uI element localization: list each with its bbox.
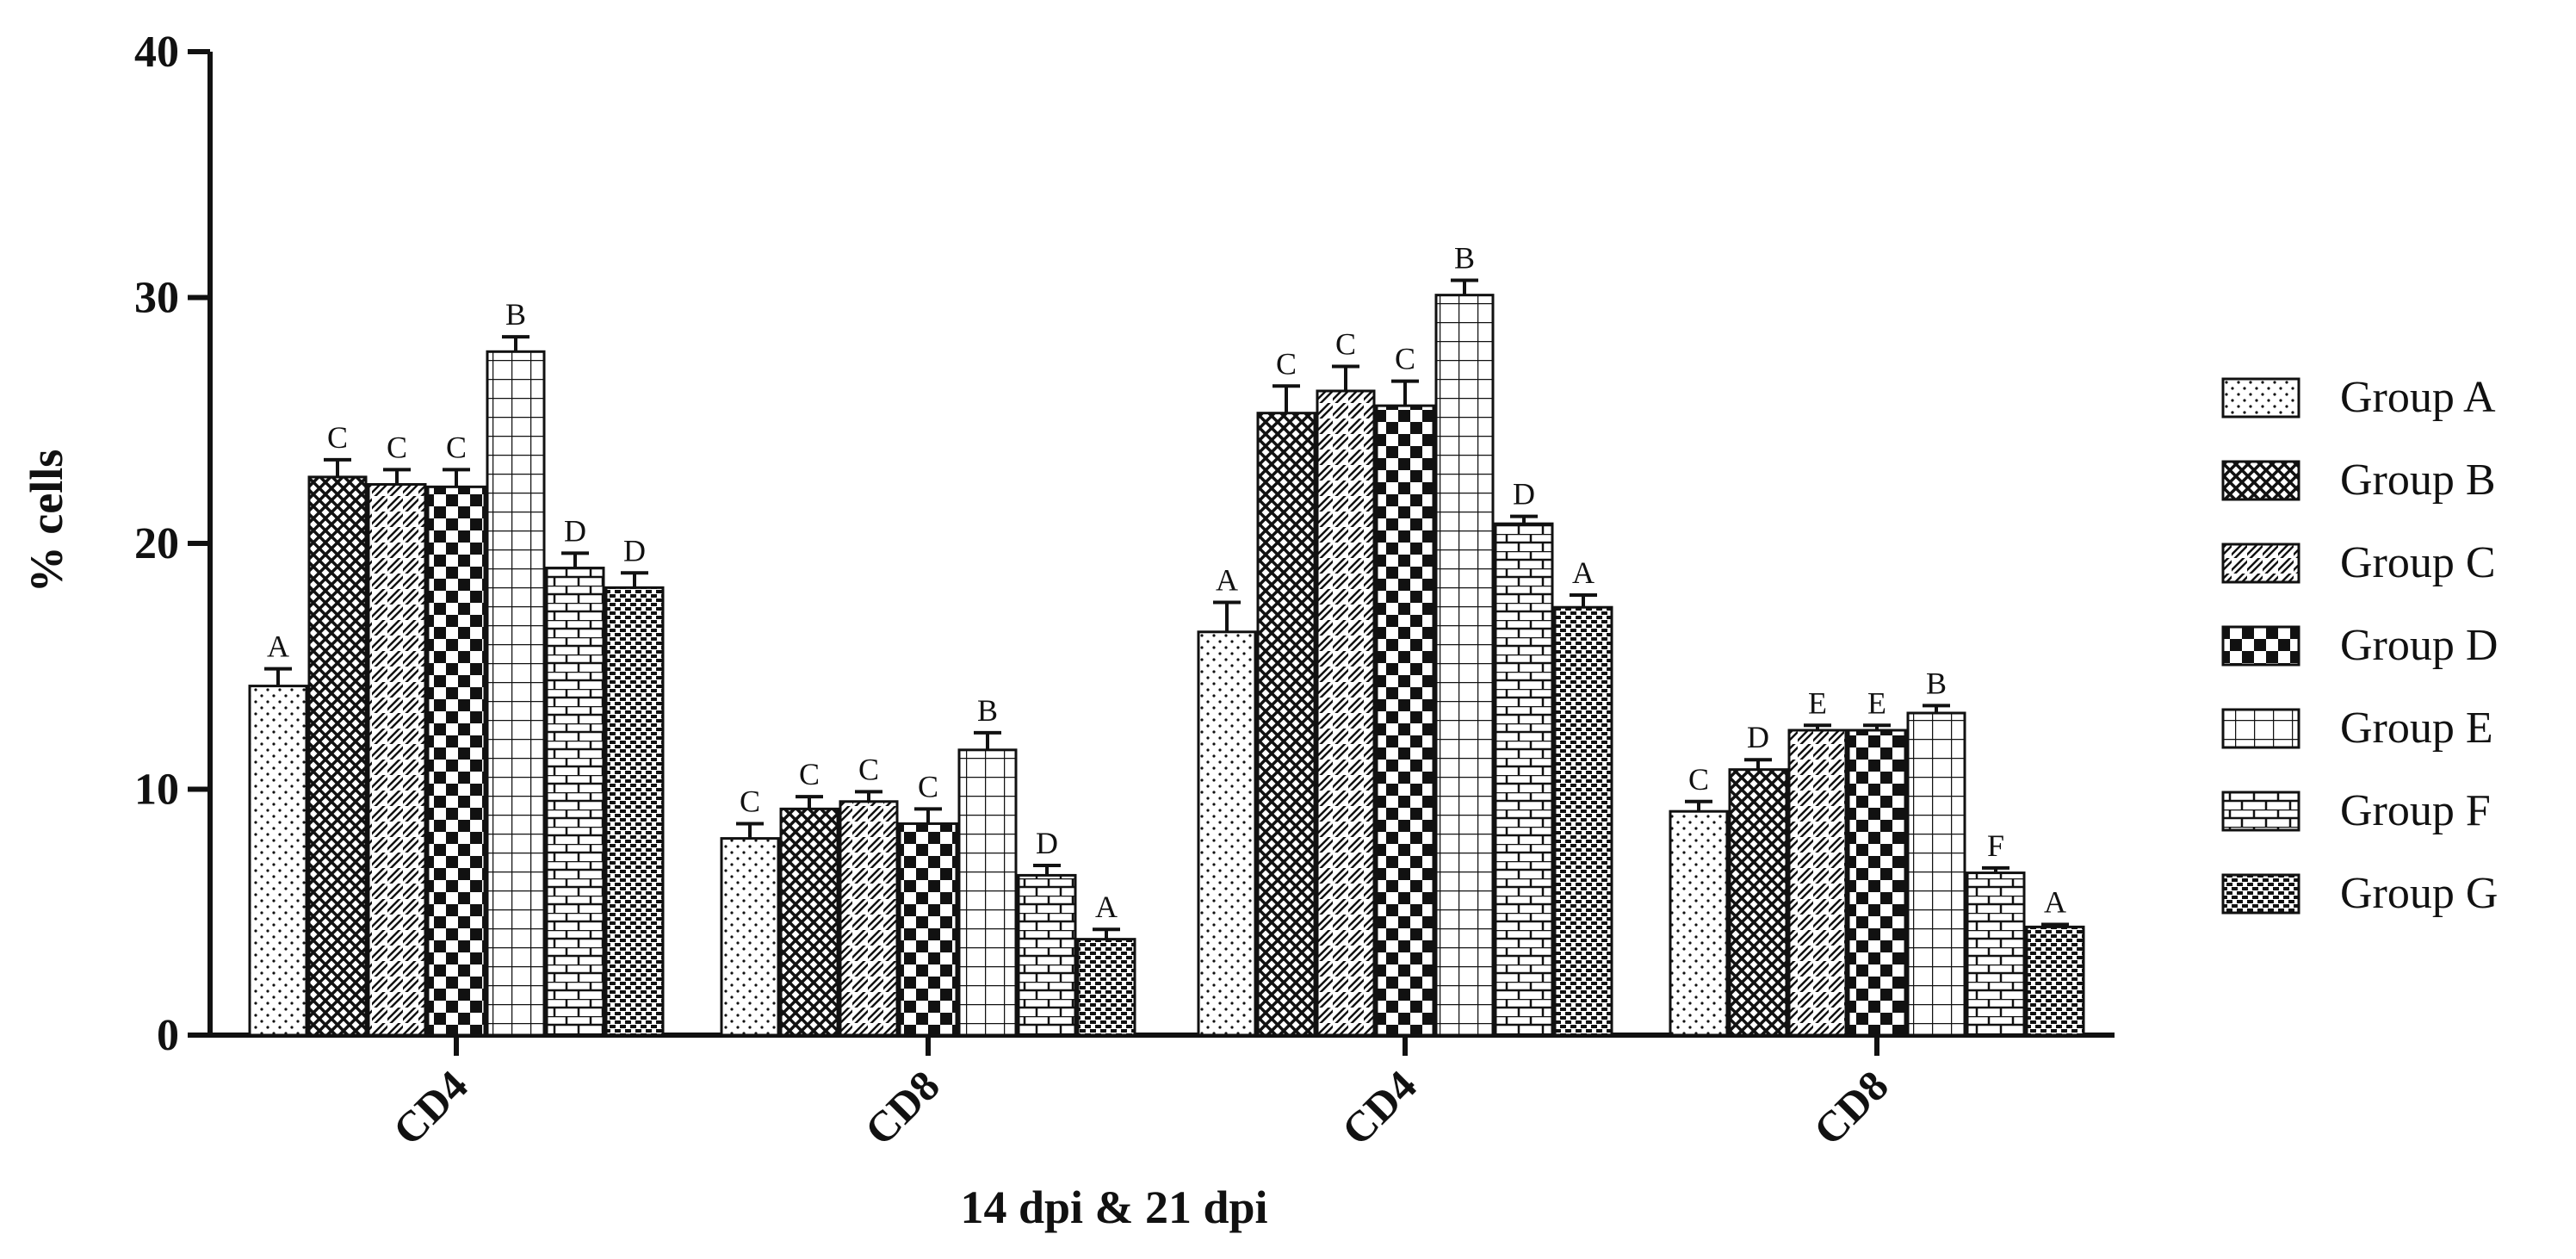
- x-tick-label: CD4: [383, 1061, 476, 1154]
- significance-letter: D: [564, 513, 586, 548]
- bar-group-b-cd4-0: [307, 475, 368, 1037]
- significance-letter: C: [1688, 762, 1709, 797]
- legend-label: Group D: [2340, 621, 2498, 670]
- significance-letter: B: [1926, 666, 1947, 700]
- significance-letter: B: [505, 297, 526, 332]
- x-axis-title: 14 dpi & 21 dpi: [960, 1181, 1267, 1233]
- significance-letter: B: [977, 693, 998, 728]
- significance-letter: C: [387, 430, 407, 464]
- significance-letter: E: [1808, 685, 1827, 720]
- bar-group-g-cd4-0: [604, 586, 665, 1037]
- y-tick-label: 20: [134, 519, 179, 568]
- x-axis: CD4 CD8 CD4 CD8: [207, 1033, 2115, 1155]
- bar-group-c-cd8-3: [1787, 729, 1848, 1037]
- legend-label: Group A: [2340, 373, 2496, 422]
- legend: Group A Group B Group C Group D Group E Group…: [2221, 373, 2498, 918]
- significance-letter: C: [799, 757, 820, 791]
- significance-letter: C: [740, 784, 760, 818]
- significance-letter: C: [1395, 342, 1415, 376]
- legend-swatch: [2221, 377, 2300, 419]
- bar-group-d-cd4-0: [426, 485, 486, 1037]
- bar-group-g-cd4-2: [1553, 605, 1613, 1037]
- bar-group-g-cd8-3: [2025, 925, 2085, 1037]
- bar-group-d-cd8-1: [898, 822, 958, 1037]
- bar-group-e-cd8-1: [957, 748, 1018, 1037]
- y-tick-label: 30: [134, 274, 179, 323]
- significance-letter: C: [446, 430, 467, 464]
- bar-group-d-cd8-3: [1847, 729, 1907, 1037]
- legend-label: Group C: [2340, 538, 2496, 587]
- legend-swatch: [2221, 791, 2300, 832]
- bar-group-b-cd8-1: [779, 807, 839, 1037]
- significance-letter: D: [623, 533, 646, 567]
- legend-swatch: [2221, 708, 2300, 749]
- y-tick-label: 0: [157, 1011, 179, 1060]
- bar-group-c-cd4-0: [367, 482, 427, 1037]
- legend-swatch: [2221, 543, 2300, 584]
- bar-group-a-cd4-2: [1197, 630, 1257, 1037]
- significance-letter: C: [918, 769, 938, 803]
- significance-letter: C: [1335, 326, 1356, 361]
- significance-letter: D: [1747, 720, 1769, 754]
- bars-layer: [248, 278, 2085, 1037]
- significance-letter: C: [858, 752, 879, 786]
- bar-group-b-cd4-2: [1256, 412, 1316, 1037]
- bar-group-b-cd8-3: [1728, 768, 1788, 1037]
- y-tick-label: 40: [134, 28, 179, 77]
- x-tick-label: CD8: [1804, 1061, 1897, 1154]
- y-tick-label: 10: [134, 766, 179, 815]
- bar-group-d-cd4-2: [1375, 404, 1435, 1037]
- legend-swatch: [2221, 873, 2300, 915]
- bar-group-e-cd8-3: [1906, 711, 1966, 1037]
- legend-label: Group B: [2340, 456, 2496, 505]
- x-tick-label: CD4: [1332, 1061, 1425, 1154]
- bar-group-f-cd4-2: [1494, 522, 1554, 1037]
- y-axis-title: % cells: [21, 450, 72, 592]
- bar-group-e-cd4-2: [1434, 294, 1495, 1037]
- significance-letter: F: [1987, 828, 2004, 863]
- significance-letter: D: [1036, 826, 1058, 860]
- bar-group-e-cd4-0: [486, 350, 546, 1037]
- bar-group-a-cd8-3: [1669, 809, 1729, 1037]
- significance-letters-layer: A C A C C C C D C C C E C C C E B B B B D D D F D A A A: [267, 241, 2066, 925]
- legend-label: Group E: [2340, 704, 2493, 753]
- significance-letter: A: [1095, 890, 1118, 924]
- significance-letter: A: [1572, 555, 1595, 590]
- significance-letter: D: [1513, 477, 1535, 512]
- significance-letter: A: [2044, 885, 2066, 920]
- significance-letter: B: [1454, 241, 1475, 276]
- legend-label: Group F: [2340, 786, 2491, 835]
- bar-group-f-cd8-3: [1966, 871, 2026, 1037]
- bar-group-a-cd8-1: [720, 837, 780, 1037]
- significance-letter: E: [1867, 685, 1886, 720]
- legend-swatch: [2221, 460, 2300, 501]
- legend-swatch: [2221, 625, 2300, 667]
- bar-group-g-cd8-1: [1076, 938, 1136, 1037]
- bar-group-a-cd4-0: [248, 685, 308, 1037]
- bar-group-f-cd4-0: [545, 567, 605, 1037]
- significance-letter: A: [267, 630, 289, 664]
- bar-group-c-cd8-1: [839, 800, 899, 1037]
- significance-letter: C: [1276, 346, 1297, 381]
- significance-letter: C: [327, 420, 348, 455]
- bar-group-c-cd4-2: [1316, 389, 1376, 1037]
- y-axis: 0 10 20 30 40: [134, 28, 213, 1060]
- significance-letter: A: [1216, 563, 1238, 598]
- legend-label: Group G: [2340, 869, 2498, 918]
- x-tick-label: CD8: [855, 1061, 948, 1154]
- bar-group-f-cd8-1: [1017, 873, 1077, 1037]
